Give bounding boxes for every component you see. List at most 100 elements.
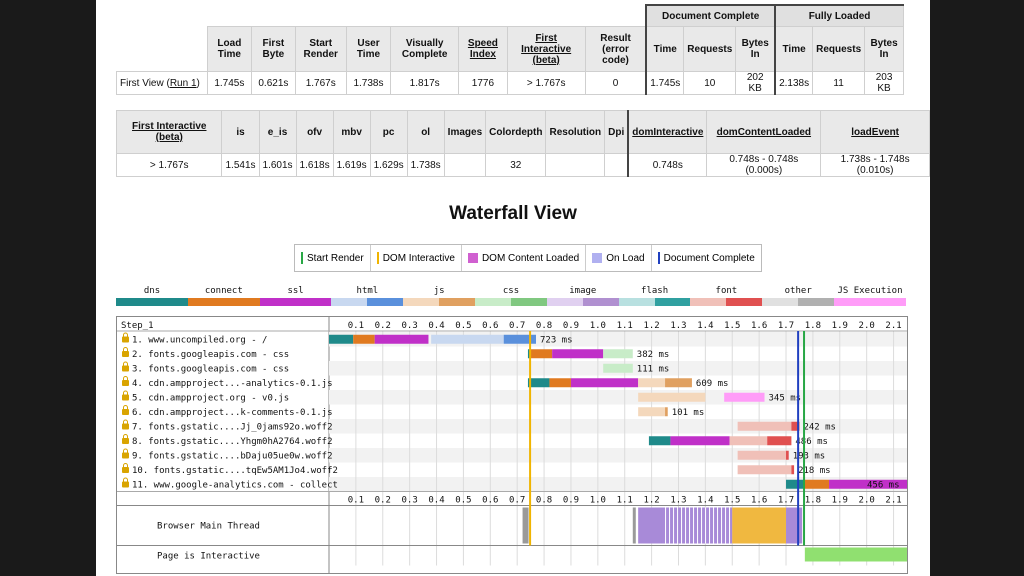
fully-loaded-header: Fully Loaded xyxy=(774,4,905,27)
lock-icon-shackle xyxy=(123,434,128,438)
request-type-label: css xyxy=(502,286,520,296)
main-thread-gap xyxy=(669,507,671,544)
main-thread-gap xyxy=(681,507,683,544)
request-type-label: other xyxy=(784,286,812,296)
legend-label: DOM Interactive xyxy=(382,252,455,264)
request-type-label: font xyxy=(715,286,738,296)
browser-main-thread-label: Browser Main Thread xyxy=(157,522,260,532)
request-type-swatch xyxy=(618,298,691,306)
request-label: 3. fonts.googleapis.com - css xyxy=(132,365,289,375)
tick-label-top: 0.6 xyxy=(482,321,498,331)
ol-value: 1.738s xyxy=(406,153,445,177)
lock-icon xyxy=(122,438,129,444)
js-execution-segment xyxy=(724,392,765,402)
tick-label-top: 1.5 xyxy=(724,321,740,331)
first-interactive-header-link[interactable]: First Interactive (beta) xyxy=(506,26,586,72)
legend-swatch xyxy=(467,253,478,263)
full-requests-value: 11 xyxy=(812,71,866,95)
tick-label-bottom: 1.7 xyxy=(778,496,794,506)
lock-icon-shackle xyxy=(123,477,128,482)
request-type-swatch xyxy=(259,298,332,306)
dom-interactive-header-link[interactable]: domInteractive xyxy=(627,110,708,154)
load-event-value: 1.738s - 1.748s (0.010s) xyxy=(820,153,930,177)
table-row: > 1.767s 1.541s 1.601s 1.618s 1.619s 1.6… xyxy=(115,153,930,177)
legend-label: Document Complete xyxy=(663,252,755,264)
dns-segment xyxy=(786,479,805,489)
request-type-legend: dns connect ssl html js css image flash font othe… xyxy=(116,284,906,312)
webpagetest-results-page: Document Complete Fully Loaded Load Time… xyxy=(96,0,930,576)
main-thread-gap xyxy=(697,507,699,544)
tick-label-bottom: 1.9 xyxy=(832,496,848,506)
request-label: 9. fonts.gstatic....bDaju05ue0w.woff2 xyxy=(132,452,332,462)
full-time-header: Time xyxy=(774,26,814,72)
tick-label-bottom: 0.2 xyxy=(375,496,391,506)
run-1-link[interactable]: Run 1 xyxy=(169,77,197,89)
lock-icon xyxy=(122,336,129,343)
tick-label-bottom: 1.2 xyxy=(643,496,659,506)
lock-icon xyxy=(122,394,129,401)
request-type-label: JS Execution xyxy=(837,286,903,296)
result-header: Result (error code) xyxy=(584,26,647,72)
request-type-html: html xyxy=(331,284,404,306)
legend-swatch xyxy=(301,252,303,264)
legend-item: Document Complete xyxy=(652,245,761,271)
connect-segment xyxy=(549,378,571,388)
tick-label-top: 0.2 xyxy=(375,321,391,331)
tick-label-top: 0.7 xyxy=(509,321,525,331)
doc-requests-header: Requests xyxy=(683,26,737,72)
ttfb-segment xyxy=(638,407,666,417)
ofv-value: 1.618s xyxy=(295,153,334,177)
request-duration: 218 ms xyxy=(798,466,831,476)
tick-label-top: 2.0 xyxy=(859,321,875,331)
dpi-header: Dpi xyxy=(604,110,629,154)
request-type-label: ssl xyxy=(287,286,304,296)
main-thread-gap xyxy=(701,507,703,544)
lock-icon xyxy=(122,481,129,488)
request-type-js: js xyxy=(403,284,476,306)
request-duration: 242 ms xyxy=(803,423,836,433)
load-event-header-link[interactable]: loadEvent xyxy=(820,110,930,154)
interactive-window xyxy=(804,547,907,562)
dpi-value xyxy=(604,153,629,177)
dom-content-loaded-header-link[interactable]: domContentLoaded xyxy=(706,110,822,154)
tick-label-top: 0.4 xyxy=(428,321,444,331)
tick-label-bottom: 0.6 xyxy=(482,496,498,506)
e-is-header: e_is xyxy=(258,110,297,154)
waterfall-svg: Step_1 0.1 0.1 0.2 0.2 0.3 0.3 0.4 0.4 0.5 0.5 0.6 0… xyxy=(117,317,907,573)
lock-icon xyxy=(122,351,129,357)
download-segment xyxy=(503,334,537,344)
download-segment xyxy=(786,450,789,460)
first-interactive-value: > 1.767s xyxy=(115,153,223,177)
doc-time-value: 1.745s xyxy=(645,71,685,95)
ttfb-segment xyxy=(603,349,633,359)
connect-segment xyxy=(530,349,553,359)
row-stripe xyxy=(329,477,907,492)
ttfb-segment xyxy=(737,465,792,475)
download-segment xyxy=(767,436,792,446)
is-header: is xyxy=(221,110,260,154)
tick-label-top: 2.1 xyxy=(885,321,901,331)
request-duration: 111 ms xyxy=(637,365,670,375)
tick-label-top: 0.9 xyxy=(563,321,579,331)
dns-segment xyxy=(527,378,550,388)
main-thread-gap xyxy=(729,507,731,544)
tick-label-bottom: 1.5 xyxy=(724,496,740,506)
page-interactive-label: Page is Interactive xyxy=(157,552,260,562)
tick-label-bottom: 1.8 xyxy=(805,496,821,506)
tick-label-top: 1.6 xyxy=(751,321,767,331)
speed-index-header-link[interactable]: Speed Index xyxy=(458,26,508,72)
first-interactive-header-link[interactable]: First Interactive (beta) xyxy=(115,110,223,154)
result-value: 0 xyxy=(584,71,647,95)
legend-swatch xyxy=(592,253,603,263)
ofv-header: ofv xyxy=(295,110,334,154)
request-type-js-execution: JS Execution xyxy=(834,284,906,306)
resolution-header: Resolution xyxy=(545,110,606,154)
full-time-value: 2.138s xyxy=(774,71,814,95)
speed-index-value: 1776 xyxy=(458,71,508,95)
request-label: 4. cdn.ampproject...-analytics-0.1.js xyxy=(132,379,332,389)
metrics-table: First Interactive (beta) is e_is ofv mbv… xyxy=(115,110,930,177)
request-duration: 193 ms xyxy=(793,452,826,462)
ttfb-segment xyxy=(737,450,787,460)
request-type-font: font xyxy=(690,284,763,306)
row-label-suffix: ) xyxy=(196,77,200,89)
